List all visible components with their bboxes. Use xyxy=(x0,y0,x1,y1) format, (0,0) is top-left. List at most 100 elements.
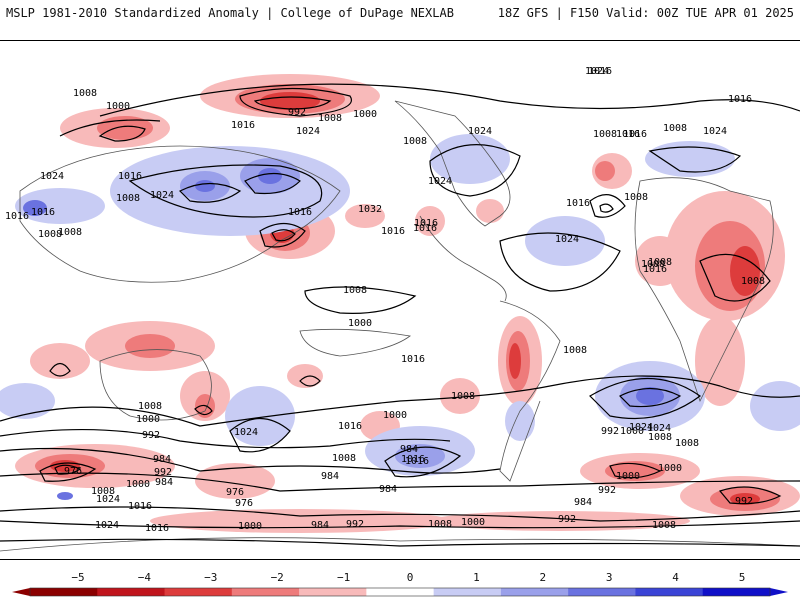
isobar-label: 1000 xyxy=(461,517,485,528)
isobars xyxy=(0,83,800,547)
isobar-label: 992 xyxy=(735,496,753,507)
isobar-label: 1008 xyxy=(428,519,452,530)
isobar-label: 1016 xyxy=(623,129,647,140)
isobar-label: 1008 xyxy=(663,123,687,134)
isobar-label: 1016 xyxy=(231,120,255,131)
colorbar-tick-label: 5 xyxy=(739,571,746,584)
isobar-label: 992 xyxy=(288,107,306,118)
colorbar-tick-label: 3 xyxy=(606,571,613,584)
isobar-label: 984 xyxy=(574,497,592,508)
isobar-label: 1016 xyxy=(145,523,169,534)
isobar-label: 1024 xyxy=(40,171,64,182)
isobar-label: 1024 xyxy=(96,494,120,505)
isobar-label: 1000 xyxy=(238,521,262,532)
map-panel: 1008 1000 992 1008 1000 1016 1016 1024 1016 1024 1… xyxy=(0,40,800,560)
isobar-label: 1000 xyxy=(126,479,150,490)
isobar-label: 984 xyxy=(153,454,171,465)
anomaly-colorbar: −5 −4 −3 −2 −1 0 1 2 3 4 5 xyxy=(12,571,788,597)
colorbar-swatch xyxy=(568,588,636,596)
isobar-label: 992 xyxy=(154,467,172,478)
colorbar-tick-label: 0 xyxy=(407,571,414,584)
isobar-label: 1016 xyxy=(643,264,667,275)
colorbar-swatch xyxy=(231,588,300,596)
isobar-label: 1000 xyxy=(616,471,640,482)
isobar-label: 1008 xyxy=(451,391,475,402)
isobar-label: 1032 xyxy=(358,204,382,215)
colorbar-swatch xyxy=(299,588,367,596)
isobar-label: 984 xyxy=(155,477,173,488)
isobar-label: 1008 xyxy=(332,453,356,464)
isobar-label: 1000 xyxy=(136,414,160,425)
isobar-label: 1008 xyxy=(624,192,648,203)
isobar-label: 1016 xyxy=(588,66,612,77)
colorbar-swatches xyxy=(12,587,788,597)
colorbar-tick-label: −3 xyxy=(204,571,217,584)
isobar-label: 1016 xyxy=(728,94,752,105)
colorbar-tick-label: −2 xyxy=(271,571,284,584)
isobar-label: 1008 xyxy=(318,113,342,124)
isobar-label: 1016 xyxy=(405,456,429,467)
colorbar-tick-label: −4 xyxy=(138,571,152,584)
isobar-label: 984 xyxy=(321,471,339,482)
isobar-label: 1016 xyxy=(414,218,438,229)
isobar-label: 1024 xyxy=(585,66,609,77)
isobar-label: 1024 xyxy=(629,422,653,433)
colorbar-swatch xyxy=(500,588,569,596)
isobar-label: 1024 xyxy=(150,190,174,201)
isobar-label: 1000 xyxy=(383,410,407,421)
isobar-label: 1008 xyxy=(563,345,587,356)
colorbar-ticks: −5 −4 −3 −2 −1 0 1 2 3 4 5 xyxy=(71,571,745,584)
colorbar-swatch xyxy=(635,588,704,596)
isobar-label: 1000 xyxy=(353,109,377,120)
isobar-label: 1024 xyxy=(703,126,727,137)
isobar-label: 1008 xyxy=(648,432,672,443)
isobar-label: 1000 xyxy=(658,463,682,474)
isobar-label: 992 xyxy=(142,430,160,441)
isobar-label: 1016 xyxy=(401,354,425,365)
colorbar-min-arrow xyxy=(12,588,30,596)
colorbar-tick-label: 4 xyxy=(672,571,679,584)
isobar-label: 1000 xyxy=(348,318,372,329)
isobar-label: 1016 xyxy=(616,129,640,140)
isobar-label: 1000 xyxy=(106,101,130,112)
colorbar-swatch xyxy=(366,588,435,596)
model-valid-time: 18Z GFS | F150 Valid: 00Z TUE APR 01 202… xyxy=(497,6,794,20)
isobar-label: 992 xyxy=(346,519,364,530)
isobar-label: 1016 xyxy=(118,171,142,182)
isobar-label: 976 xyxy=(235,498,253,509)
colorbar-tick-label: −1 xyxy=(337,571,350,584)
isobar-label: 1008 xyxy=(91,486,115,497)
isobar-label: 1008 xyxy=(652,520,676,531)
isobar-label: 1024 xyxy=(647,423,671,434)
isobar-label: 984 xyxy=(400,444,418,455)
isobar-label: 976 xyxy=(64,466,82,477)
isobar-label: 1024 xyxy=(95,520,119,531)
isobar-label: 1024 xyxy=(234,427,258,438)
isobar-label: 1016 xyxy=(128,501,152,512)
isobar-label: 1016 xyxy=(413,223,437,234)
colorbar-swatch xyxy=(164,588,233,596)
colorbar-swatch xyxy=(30,588,98,596)
isobar-label: 984 xyxy=(379,484,397,495)
colorbar-tick-label: 2 xyxy=(539,571,546,584)
isobar-label: 1024 xyxy=(555,234,579,245)
isobar-label: 1008 xyxy=(116,193,140,204)
isobar-label: 992 xyxy=(598,485,616,496)
isobar-label: 1008 xyxy=(648,257,672,268)
colorbar-border xyxy=(29,587,771,597)
isobar-label: 1008 xyxy=(641,259,665,270)
isobar-label: 1024 xyxy=(296,126,320,137)
isobar-label: 1008 xyxy=(675,438,699,449)
isobar-label: 1016 xyxy=(288,207,312,218)
isobar-label: 992 xyxy=(558,514,576,525)
isobar-label: 1008 xyxy=(343,285,367,296)
isobar-label: 1016 xyxy=(31,207,55,218)
isobar-label: 984 xyxy=(311,520,329,531)
colorbar-max-arrow xyxy=(770,588,788,596)
map-title: MSLP 1981-2010 Standardized Anomaly | Co… xyxy=(6,6,454,20)
colorbar-tick-label: −5 xyxy=(71,571,84,584)
colorbar-swatch xyxy=(433,588,502,596)
isobar-label: 1008 xyxy=(403,136,427,147)
isobar-label: 1008 xyxy=(741,276,765,287)
